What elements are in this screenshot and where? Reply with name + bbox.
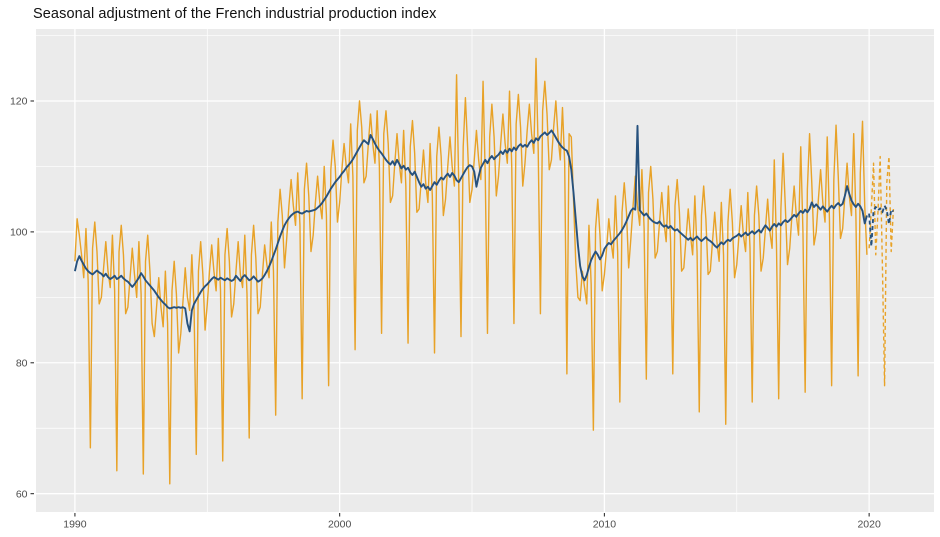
major-gridlines xyxy=(36,29,934,512)
x-tick-label: 2000 xyxy=(328,519,352,531)
x-tick-label: 2020 xyxy=(857,519,881,531)
y-tick-label: 80 xyxy=(16,357,28,369)
chart-title: Seasonal adjustment of the French indust… xyxy=(33,6,437,22)
axis-tick-labels: 1990 2000 2010 2020 60 80 100 120 xyxy=(10,96,881,531)
x-tick-label: 1990 xyxy=(63,519,87,531)
series-raw-index-forecast xyxy=(868,155,895,387)
y-tick-label: 120 xyxy=(10,96,28,108)
series-raw-index-monthly xyxy=(74,57,868,485)
series-lines xyxy=(73,57,895,485)
series-seasonally-adjusted-monthly xyxy=(73,124,868,333)
series-seasonally-adjusted-forecast xyxy=(868,204,895,248)
y-tick-label: 100 xyxy=(10,226,28,238)
y-tick-label: 60 xyxy=(16,488,28,500)
x-tick-label: 2010 xyxy=(593,519,617,531)
axis-tick-marks xyxy=(30,100,870,517)
